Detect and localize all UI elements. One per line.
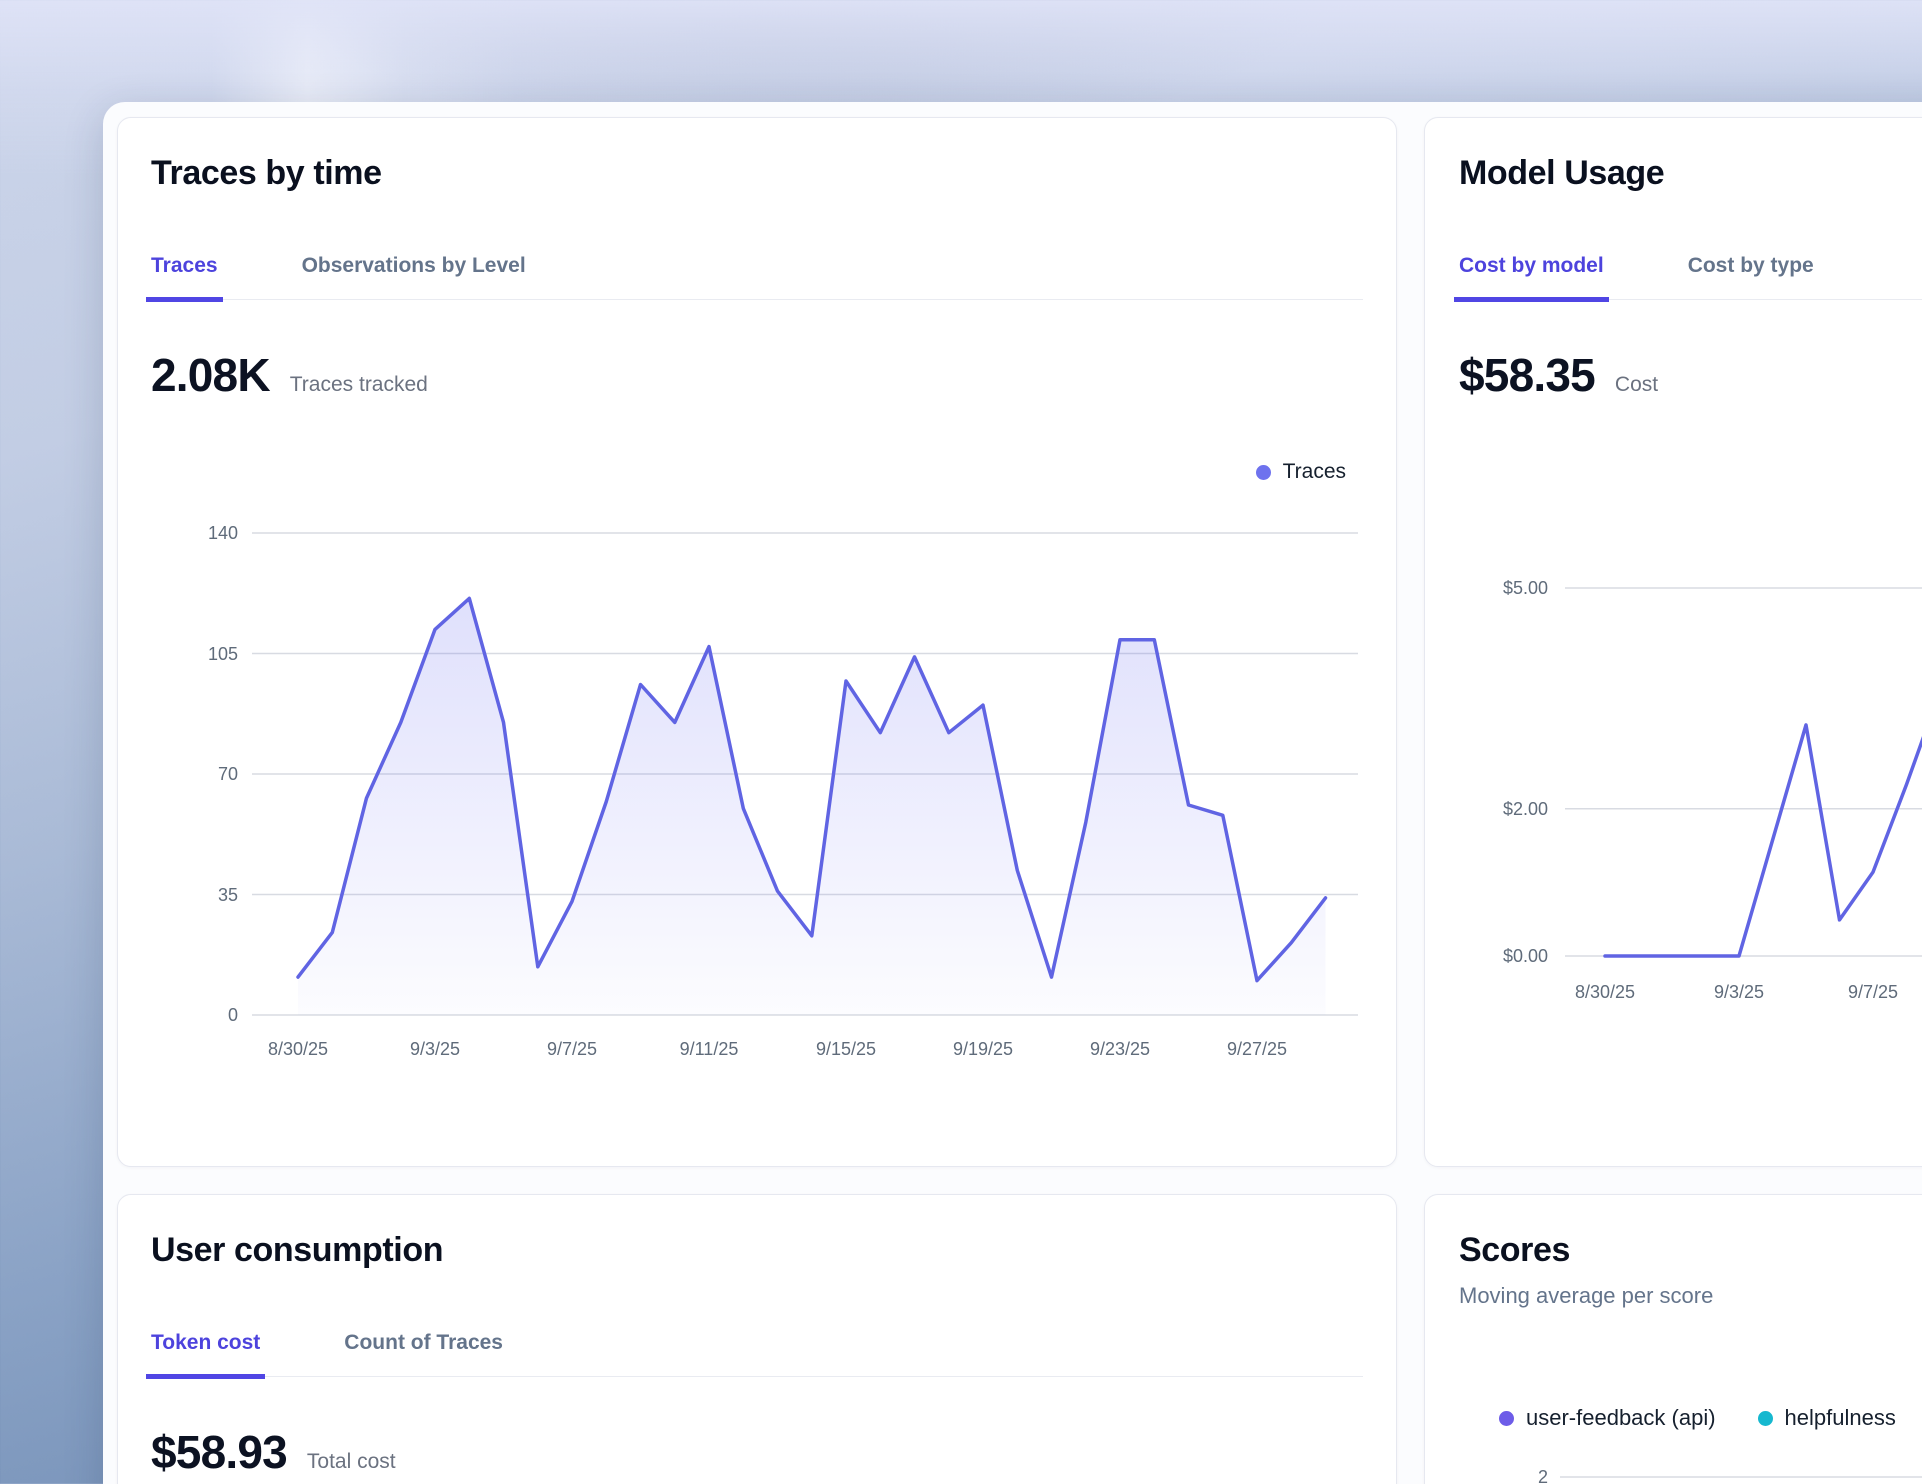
scores-chart-legend: user-feedback (api) helpfulness bbox=[1499, 1405, 1896, 1431]
legend-item-helpfulness: helpfulness bbox=[1757, 1405, 1896, 1431]
card-model-usage: Model Usage Cost by model Cost by type $… bbox=[1424, 117, 1922, 1167]
traces-card-title: Traces by time bbox=[151, 154, 382, 192]
model-usage-stat-label: Cost bbox=[1614, 373, 1659, 396]
user-consumption-card-tabs: Token cost Count of Traces bbox=[146, 1331, 1363, 1379]
traces-legend-dot-icon bbox=[1255, 464, 1271, 480]
card-scores: Scores Moving average per score user-fee… bbox=[1424, 1194, 1922, 1484]
scores-card-subtitle: Moving average per score bbox=[1459, 1283, 1714, 1308]
model-usage-stat: $58.35 Cost bbox=[1459, 348, 1658, 402]
traces-stat-value: 2.08K bbox=[151, 349, 271, 401]
traces-legend-label: Traces bbox=[1282, 460, 1346, 483]
model-usage-card-title: Model Usage bbox=[1459, 154, 1665, 192]
traces-chart-legend: Traces bbox=[1255, 460, 1346, 484]
scores-card-title: Scores bbox=[1459, 1231, 1571, 1269]
legend-item-user-feedback: user-feedback (api) bbox=[1499, 1405, 1716, 1431]
user-consumption-stat: $58.93 Total cost bbox=[151, 1425, 396, 1479]
traces-stat: 2.08K Traces tracked bbox=[151, 348, 428, 402]
tab-observations-by-level[interactable]: Observations by Level bbox=[301, 254, 526, 277]
tab-traces[interactable]: Traces bbox=[146, 254, 223, 302]
card-user-consumption: User consumption Token cost Count of Tra… bbox=[117, 1194, 1397, 1484]
tab-cost-by-model[interactable]: Cost by model bbox=[1454, 254, 1609, 302]
user-consumption-stat-label: Total cost bbox=[306, 1450, 396, 1473]
card-traces-by-time: Traces by time Traces Observations by Le… bbox=[117, 117, 1397, 1167]
user-consumption-stat-value: $58.93 bbox=[151, 1426, 288, 1478]
helpfulness-legend-dot-icon bbox=[1757, 1410, 1773, 1426]
model-usage-card-tabs: Cost by model Cost by type bbox=[1454, 254, 1922, 302]
user-feedback-legend-label: user-feedback (api) bbox=[1526, 1405, 1716, 1430]
user-consumption-card-title: User consumption bbox=[151, 1231, 444, 1269]
traces-card-tabs: Traces Observations by Level bbox=[146, 254, 1363, 302]
helpfulness-legend-label: helpfulness bbox=[1784, 1405, 1896, 1430]
tab-count-of-traces[interactable]: Count of Traces bbox=[344, 1331, 503, 1354]
tab-token-cost[interactable]: Token cost bbox=[146, 1331, 266, 1379]
model-usage-stat-value: $58.35 bbox=[1459, 349, 1596, 401]
traces-stat-label: Traces tracked bbox=[289, 373, 428, 396]
tab-cost-by-type[interactable]: Cost by type bbox=[1687, 254, 1814, 277]
user-feedback-legend-dot-icon bbox=[1499, 1410, 1514, 1426]
